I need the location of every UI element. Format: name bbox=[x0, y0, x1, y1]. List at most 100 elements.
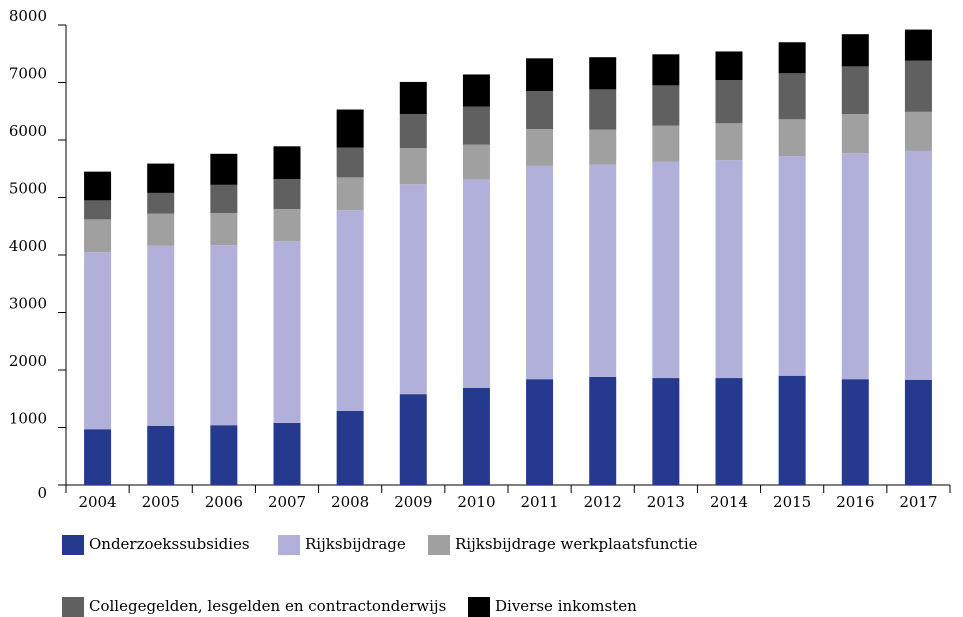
x-tick-label: 2016 bbox=[836, 493, 874, 511]
bar-segment bbox=[462, 387, 490, 485]
bar-segment bbox=[715, 123, 743, 161]
bar-segment bbox=[84, 219, 112, 253]
y-tick-label: 3000 bbox=[9, 295, 47, 313]
legend-label: Onderzoekssubsidies bbox=[89, 535, 250, 553]
bar-segment bbox=[589, 164, 617, 377]
bar-segment bbox=[904, 60, 932, 112]
bar-segment bbox=[841, 379, 869, 485]
legend-swatch bbox=[62, 597, 84, 617]
bar-segment bbox=[778, 375, 806, 485]
bar-segment bbox=[841, 34, 869, 67]
bar-segment bbox=[147, 213, 175, 246]
bar-segment bbox=[652, 85, 680, 126]
x-tick-label: 2012 bbox=[584, 493, 622, 511]
x-tick-label: 2005 bbox=[142, 493, 180, 511]
bar-segment bbox=[210, 153, 238, 185]
legend-label: Rijksbijdrage bbox=[305, 535, 406, 553]
bar-segment bbox=[399, 184, 427, 395]
bar-segment bbox=[273, 241, 301, 423]
x-tick-label: 2004 bbox=[78, 493, 116, 511]
bar-segment bbox=[147, 192, 175, 214]
bar-segment bbox=[399, 148, 427, 185]
bar-segment bbox=[210, 213, 238, 246]
bar-segment bbox=[462, 179, 490, 388]
y-tick-label: 6000 bbox=[9, 122, 47, 140]
bar-segment bbox=[399, 114, 427, 149]
bar-segment bbox=[589, 376, 617, 485]
bar-segment bbox=[526, 58, 554, 92]
legend-swatch bbox=[428, 535, 450, 555]
bar-segment bbox=[715, 51, 743, 81]
bar-segment bbox=[210, 425, 238, 485]
bar-segment bbox=[778, 156, 806, 376]
bar-segment bbox=[778, 42, 806, 74]
bar-segment bbox=[273, 146, 301, 180]
bar-segment bbox=[462, 74, 490, 107]
y-tick-label: 0 bbox=[37, 484, 47, 502]
bar-segment bbox=[84, 252, 112, 430]
y-tick-label: 8000 bbox=[9, 7, 47, 25]
legend-swatch bbox=[62, 535, 84, 555]
y-tick-label: 4000 bbox=[9, 237, 47, 255]
bar-segment bbox=[210, 245, 238, 426]
bar-segment bbox=[336, 210, 364, 411]
bar-segment bbox=[84, 171, 112, 201]
bar-segment bbox=[904, 111, 932, 151]
bar-segment bbox=[904, 379, 932, 485]
bar-segment bbox=[526, 379, 554, 485]
bar-segment bbox=[841, 153, 869, 380]
bar-segment bbox=[904, 29, 932, 61]
bar-segment bbox=[210, 184, 238, 214]
bar-segment bbox=[589, 129, 617, 165]
bar-segment bbox=[336, 410, 364, 485]
bar-segment bbox=[336, 147, 364, 178]
bar-segment bbox=[147, 425, 175, 485]
x-tick-label: 2006 bbox=[205, 493, 243, 511]
bar-segment bbox=[462, 106, 490, 145]
bar-segment bbox=[399, 394, 427, 485]
bar-segment bbox=[336, 177, 364, 211]
bar-segment bbox=[841, 66, 869, 115]
bar-segment bbox=[841, 114, 869, 154]
bar-segment bbox=[652, 161, 680, 379]
x-tick-label: 2014 bbox=[710, 493, 748, 511]
x-tick-label: 2008 bbox=[331, 493, 369, 511]
x-tick-label: 2017 bbox=[899, 493, 937, 511]
bar-segment bbox=[336, 109, 364, 148]
bar-segment bbox=[526, 165, 554, 380]
x-tick-label: 2009 bbox=[394, 493, 432, 511]
legend-swatch bbox=[278, 535, 300, 555]
bar-segment bbox=[147, 245, 175, 426]
bar-segment bbox=[589, 57, 617, 90]
x-tick-label: 2013 bbox=[647, 493, 685, 511]
legend-swatch bbox=[468, 597, 490, 617]
bar-segment bbox=[147, 163, 175, 193]
bar-segment bbox=[273, 209, 301, 242]
bar-segment bbox=[715, 160, 743, 379]
bar-segment bbox=[273, 179, 301, 209]
bar-segment bbox=[273, 422, 301, 485]
bar-segment bbox=[84, 429, 112, 485]
bar-segment bbox=[715, 80, 743, 124]
x-tick-label: 2010 bbox=[457, 493, 495, 511]
bar-segment bbox=[526, 91, 554, 130]
bar-segment bbox=[652, 378, 680, 485]
x-tick-label: 2011 bbox=[520, 493, 558, 511]
bar-segment bbox=[652, 125, 680, 162]
bar-segment bbox=[715, 378, 743, 485]
y-tick-label: 5000 bbox=[9, 180, 47, 198]
bar-segment bbox=[778, 73, 806, 120]
y-tick-label: 7000 bbox=[9, 65, 47, 83]
bar-segment bbox=[84, 200, 112, 220]
bar-segment bbox=[904, 150, 932, 380]
y-tick-label: 2000 bbox=[9, 352, 47, 370]
legend-label: Collegegelden, lesgelden en contractonde… bbox=[89, 597, 446, 615]
legend-label: Diverse inkomsten bbox=[495, 597, 637, 615]
bar-segment bbox=[778, 119, 806, 157]
bar-segment bbox=[652, 54, 680, 86]
y-tick-label: 1000 bbox=[9, 410, 47, 428]
x-tick-label: 2015 bbox=[773, 493, 811, 511]
bar-segment bbox=[462, 144, 490, 180]
bar-segment bbox=[399, 81, 427, 115]
